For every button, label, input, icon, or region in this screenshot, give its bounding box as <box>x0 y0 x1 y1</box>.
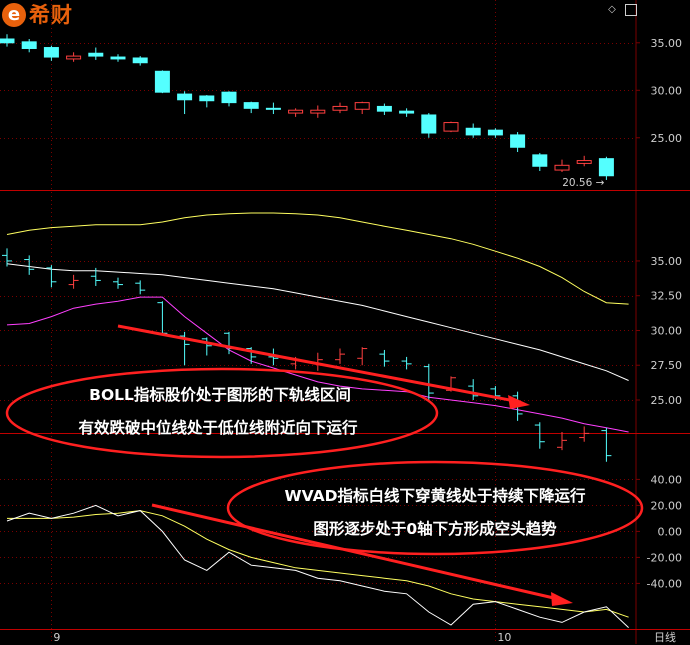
wvad-annotation-ellipse <box>226 460 644 556</box>
y-tick-label: 35.00 <box>651 255 683 268</box>
candle-body <box>199 95 215 102</box>
boll-trend-arrow-head <box>508 395 530 409</box>
y-tick-label: 20.00 <box>651 499 683 512</box>
y-tick-label: 25.00 <box>651 132 683 145</box>
candle-body <box>576 160 592 164</box>
candle-body <box>265 107 281 110</box>
candle-body <box>43 47 59 58</box>
y-tick-label: 30.00 <box>651 84 683 97</box>
wvad-panel <box>6 504 629 628</box>
boll-upper-line <box>6 212 629 305</box>
candle-body <box>310 109 326 114</box>
y-tick-label: 32.50 <box>651 290 683 303</box>
x-tick-label: 10 <box>497 631 511 644</box>
brand-logo: e 希财 <box>2 3 102 29</box>
period-label[interactable]: 日线 <box>654 631 676 644</box>
candle-body <box>221 91 237 104</box>
candle-body <box>532 154 548 167</box>
brand-name: 希财 <box>29 3 73 27</box>
y-tick-label: -20.00 <box>647 551 682 564</box>
y-tick-label: 30.00 <box>651 324 683 337</box>
wvad-trend-arrow-head <box>551 592 573 606</box>
boll-panel <box>2 212 629 462</box>
candle-body <box>154 70 170 93</box>
candle-body <box>554 164 570 171</box>
y-tick-label: 0.00 <box>658 525 683 538</box>
candle-body <box>110 56 126 60</box>
boll-mid-line <box>6 263 629 381</box>
candle-body <box>332 105 348 111</box>
boll-lower-line <box>6 296 629 433</box>
wvad-annotation-line1: WVAD指标白线下穿黄线处于持续下降运行 <box>284 487 586 505</box>
candle-body <box>376 105 392 112</box>
candle-body <box>510 134 526 148</box>
wvad-annotation-line2: 图形逐步处于0轴下方形成空头趋势 <box>313 520 557 538</box>
candle-body <box>243 102 259 109</box>
diamond-icon[interactable]: ◇ <box>608 4 616 15</box>
boll-annotation-ellipse <box>5 367 439 459</box>
y-tick-label: 27.50 <box>651 359 683 372</box>
candle-body <box>598 158 614 177</box>
candle-body <box>66 55 82 60</box>
wvad-line <box>6 504 629 628</box>
wvad-trend-arrow <box>151 503 559 601</box>
candle-body <box>21 41 37 49</box>
candle-body <box>421 114 437 134</box>
y-tick-label: 25.00 <box>651 394 683 407</box>
annotation-overlay <box>5 324 644 606</box>
candle-body <box>132 57 148 64</box>
candle-body <box>443 122 459 132</box>
candle-body <box>288 109 304 114</box>
y-tick-label: -40.00 <box>647 577 682 590</box>
candle-body <box>487 129 503 136</box>
candle-body <box>354 102 370 110</box>
low-price-marker: 20.56 → <box>562 177 604 189</box>
boll-trend-arrow <box>117 324 516 403</box>
y-tick-label: 35.00 <box>651 37 683 50</box>
window-icon[interactable] <box>625 4 637 16</box>
boll-annotation-line2: 有效跌破中位线处于低位线附近向下运行 <box>78 419 358 437</box>
wvad-ma-line <box>7 510 629 618</box>
x-tick-label: 9 <box>53 631 60 644</box>
brand-badge: e <box>2 3 26 27</box>
boll-annotation-line1: BOLL指标股价处于图形的下轨线区间 <box>89 386 351 404</box>
y-axis-labels: 35.00 30.00 25.00 35.00 32.50 30.00 27.50 25.00… <box>53 37 682 644</box>
y-tick-label: 40.00 <box>651 473 683 486</box>
candle-body <box>465 127 481 136</box>
candle-body <box>399 110 415 114</box>
price-candles: 20.56 → <box>0 34 614 189</box>
candle-body <box>0 38 15 44</box>
candle-body <box>88 52 104 57</box>
candle-body <box>177 93 193 101</box>
